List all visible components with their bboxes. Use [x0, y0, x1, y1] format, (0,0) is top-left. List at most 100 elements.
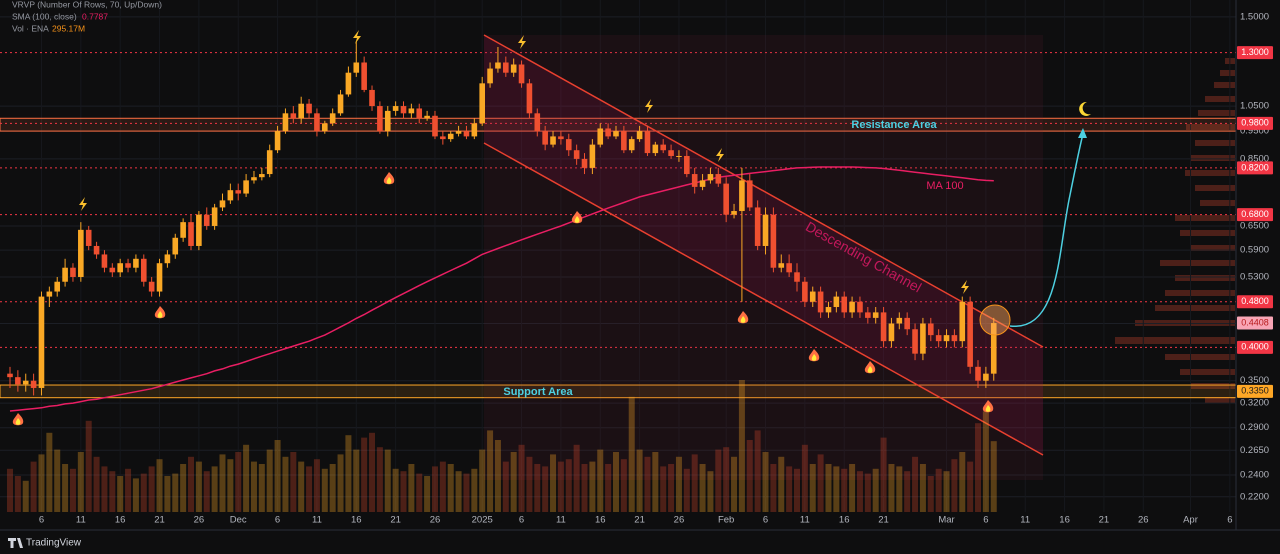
x-tick-label: 6 — [1227, 515, 1232, 526]
volume-bar — [738, 380, 745, 512]
x-tick-label: 26 — [194, 515, 205, 526]
volume-bar — [534, 464, 541, 512]
candle-body — [196, 214, 202, 246]
volume-bar — [542, 466, 549, 512]
candle-body — [739, 180, 745, 212]
volume-bar — [408, 464, 415, 512]
moon-icon — [1079, 101, 1091, 116]
volume-bar — [589, 461, 596, 512]
y-tick-label: 0.5900 — [1240, 245, 1269, 256]
x-tick-label: Feb — [718, 515, 734, 526]
volume-bar — [156, 459, 163, 512]
candle-body — [904, 317, 910, 330]
candle-body — [644, 131, 651, 154]
candle-body — [440, 136, 446, 140]
candle-body — [621, 131, 627, 151]
volume-bar — [605, 464, 612, 512]
candle-body — [140, 258, 147, 282]
candle-body — [770, 214, 777, 268]
candle-body — [935, 335, 942, 342]
background-layer — [0, 0, 1237, 512]
volume-profile-bar — [1214, 82, 1235, 88]
x-tick-label: 11 — [76, 515, 86, 526]
volume-bar — [699, 464, 706, 512]
volume-bar — [274, 440, 281, 512]
price-label-box — [1237, 295, 1273, 309]
candle-body — [392, 106, 399, 111]
candle-body — [802, 281, 808, 302]
candle-body — [676, 155, 682, 157]
volume-profile-bar — [1186, 124, 1235, 130]
volume-profile-bar — [1195, 185, 1235, 191]
zone-label: Resistance Area — [851, 119, 937, 131]
volume-bar — [778, 456, 785, 512]
volume-bar — [526, 456, 533, 512]
x-tick-label: Apr — [1183, 515, 1198, 526]
volume-bar — [982, 411, 989, 512]
y-tick-label: 0.3500 — [1240, 375, 1269, 386]
volume-bar — [628, 396, 635, 512]
price-label-box — [1237, 340, 1273, 354]
candle-body — [314, 113, 320, 132]
volume-bar — [518, 444, 525, 512]
volume-bar — [132, 478, 139, 512]
x-tick-label: 26 — [430, 515, 441, 526]
price-label: 0.9800 — [1241, 118, 1269, 128]
legend-volume-value: 295.17M — [52, 23, 85, 33]
candle-body — [455, 131, 462, 134]
candle-body — [85, 229, 92, 246]
volume-bar — [203, 471, 210, 512]
volume-bar — [7, 468, 13, 512]
candle-body — [794, 272, 800, 282]
volume-bar — [550, 454, 557, 512]
candle-body — [329, 113, 336, 124]
volume-bar — [455, 471, 462, 512]
price-label-box — [1237, 116, 1273, 130]
volume-bar — [93, 456, 100, 512]
volume-bar — [644, 456, 651, 512]
volume-bar — [794, 468, 800, 512]
candle-body — [927, 323, 934, 336]
volume-bar — [235, 452, 242, 512]
candle-body — [7, 373, 13, 378]
candle-body — [282, 113, 289, 132]
x-tick-label: 16 — [595, 515, 606, 526]
volume-bar — [38, 454, 45, 512]
legend-sma: SMA (100, close) — [12, 11, 77, 21]
volume-bar — [266, 449, 273, 512]
y-tick-label: 0.9500 — [1240, 126, 1269, 137]
y-tick-label: 0.2900 — [1240, 422, 1269, 433]
price-label-box — [1237, 384, 1273, 398]
volume-bar — [471, 468, 478, 512]
volume-bar — [975, 423, 982, 512]
candle-body — [487, 68, 493, 84]
candle-body — [959, 301, 966, 342]
volume-bar — [101, 466, 108, 512]
candle-body — [707, 174, 714, 181]
candle-body — [101, 254, 108, 268]
current-price-box — [1237, 316, 1273, 330]
candle-body — [731, 211, 737, 215]
volume-profile-bar — [1165, 290, 1235, 296]
candle-body — [361, 62, 367, 90]
volume-bar — [557, 461, 564, 512]
volume-bar — [69, 468, 76, 512]
candle-body — [896, 317, 903, 324]
volume-bar — [487, 430, 494, 512]
candle-body — [518, 64, 525, 84]
legend-vrvp: VRVP (Number Of Rows, 70, Up/Down) — [12, 0, 162, 9]
candle-body — [684, 155, 690, 175]
volume-bar — [329, 464, 336, 512]
volume-bar — [707, 471, 714, 512]
candle-body — [542, 131, 548, 145]
candle-body — [841, 296, 848, 313]
volume-bar — [856, 471, 863, 512]
volume-bar — [943, 471, 950, 512]
volume-bar — [306, 466, 313, 512]
price-label-box — [1237, 46, 1273, 60]
volume-bar — [786, 466, 793, 512]
volume-bar — [140, 473, 147, 512]
x-tick-label: 16 — [115, 515, 126, 526]
